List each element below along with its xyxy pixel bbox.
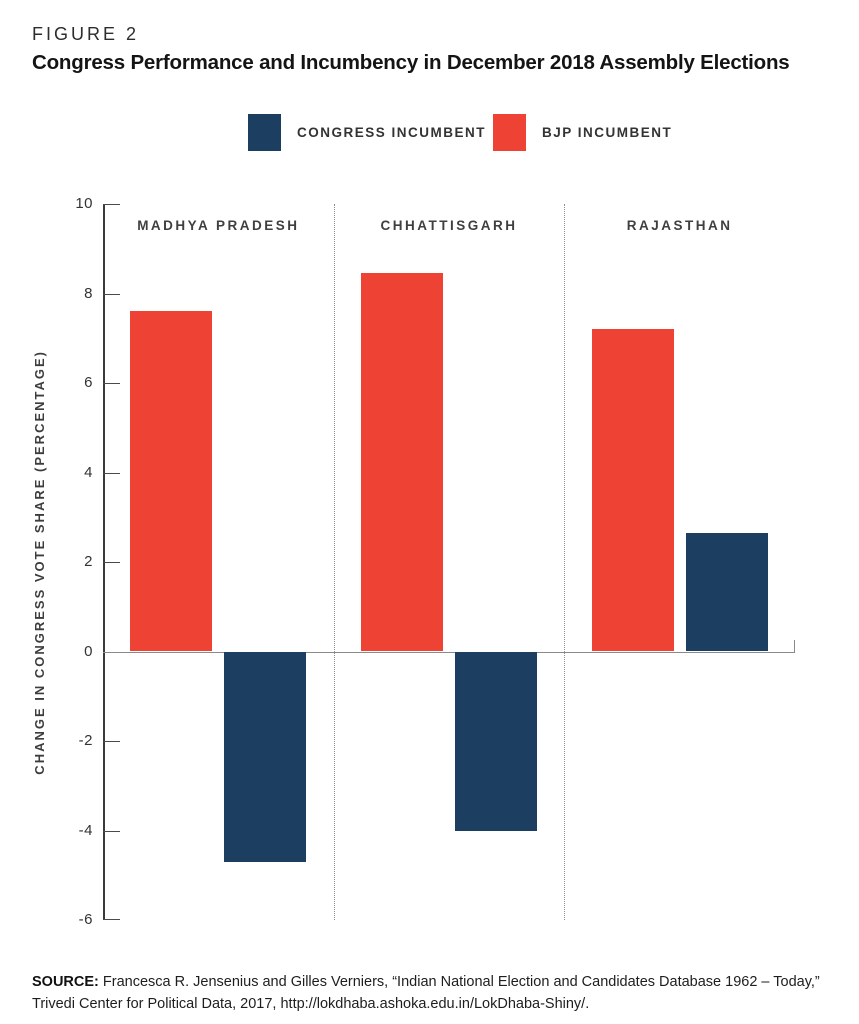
figure-title: Congress Performance and Incumbency in D… — [32, 51, 790, 74]
bar-bjp-incumbent-rajasthan — [591, 329, 674, 652]
bjp-color-swatch — [493, 114, 526, 151]
y-tick-mark — [103, 293, 120, 295]
legend-item-bjp-incumbent: BJP INCUMBENT — [493, 114, 672, 151]
congress-color-swatch — [248, 114, 281, 151]
y-tick-mark — [103, 383, 120, 384]
source-text: Francesca R. Jensenius and Gilles Vernie… — [32, 973, 820, 1012]
source-label: SOURCE: — [32, 973, 99, 990]
y-tick-label: 2 — [84, 553, 93, 570]
bar-bjp-incumbent-chhattisgarh — [361, 273, 443, 652]
legend-label-congress: CONGRESS INCUMBENT — [297, 125, 487, 140]
y-tick-label: 6 — [84, 374, 93, 391]
legend-label-bjp: BJP INCUMBENT — [542, 125, 673, 140]
y-tick-label: 8 — [84, 284, 93, 302]
y-tick-label: -6 — [78, 911, 93, 928]
panel-separator — [333, 204, 335, 920]
y-tick-mark — [103, 741, 120, 742]
y-tick-label: 10 — [75, 195, 93, 212]
axis-end-tick — [794, 639, 795, 652]
bar-chart-plot-area: 10 8 6 4 2 0 -2 -4 -6 MADHYA PRADESH CHHATTISGARH R… — [75, 195, 795, 928]
category-label: CHHATTISGARH — [380, 218, 518, 233]
source-note: SOURCE: Francesca R. Jensenius and Gille… — [32, 971, 838, 1016]
y-tick-mark — [103, 472, 120, 474]
y-axis-title: CHANGE IN CONGRESS VOTE SHARE (PERCENTAG… — [31, 349, 47, 775]
category-label: RAJASTHAN — [626, 218, 733, 233]
bar-congress-incumbent-madhya-pradesh — [224, 651, 307, 862]
y-tick-label: -4 — [78, 821, 93, 839]
bar-bjp-incumbent-madhya-pradesh — [130, 311, 213, 652]
panel-separator — [564, 204, 566, 920]
y-tick-label: 0 — [84, 642, 93, 660]
y-tick-label: 4 — [84, 463, 93, 481]
figure-label: FIGURE 2 — [32, 24, 140, 44]
y-tick-mark — [103, 204, 120, 205]
y-tick-label: -2 — [78, 732, 93, 749]
bar-congress-incumbent-chhattisgarh — [455, 651, 537, 831]
y-tick-mark — [103, 919, 120, 920]
bar-congress-incumbent-rajasthan — [685, 532, 768, 652]
y-tick-mark — [103, 562, 120, 563]
y-tick-mark — [103, 830, 120, 832]
legend-item-congress-incumbent: CONGRESS INCUMBENT — [248, 114, 486, 151]
category-label: MADHYA PRADESH — [137, 218, 300, 233]
zero-baseline — [103, 651, 795, 653]
